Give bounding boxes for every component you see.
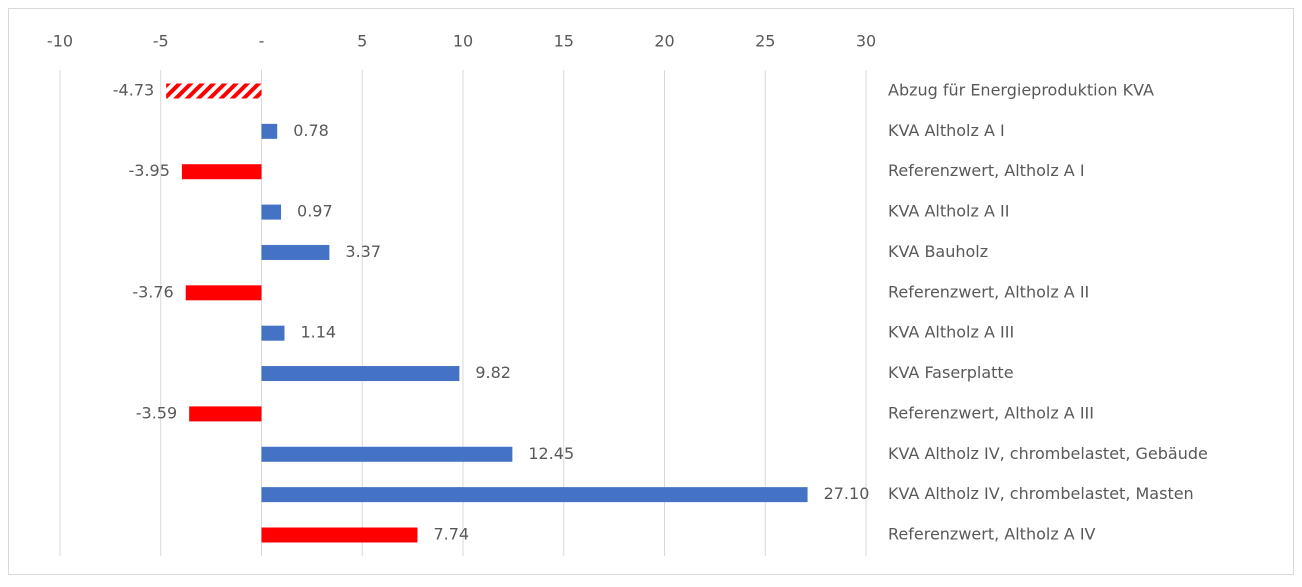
category-label: Referenzwert, Altholz A IV (888, 525, 1096, 544)
x-tick-label: 25 (755, 32, 775, 51)
bar (181, 164, 262, 180)
category-label: KVA Altholz A I (888, 121, 1005, 140)
value-label: -3.95 (129, 161, 170, 180)
value-label: 9.82 (475, 363, 511, 382)
category-label: KVA Altholz A II (888, 202, 1009, 221)
x-tick-label: 30 (856, 32, 876, 51)
bar (261, 446, 513, 462)
category-label: KVA Altholz IV, chrombelastet, Gebäude (888, 444, 1208, 463)
bar (261, 366, 460, 382)
category-label: KVA Faserplatte (888, 363, 1014, 382)
category-label: KVA Bauholz (888, 242, 988, 261)
category-label: Referenzwert, Altholz A III (888, 403, 1094, 422)
value-label: -3.76 (132, 282, 173, 301)
value-label: 12.45 (528, 444, 574, 463)
category-label: Referenzwert, Altholz A I (888, 161, 1085, 180)
bar (185, 285, 262, 301)
x-tick-label: -5 (153, 32, 169, 51)
value-label: 7.74 (433, 525, 469, 544)
bar (261, 527, 418, 543)
value-label: 27.10 (824, 484, 870, 503)
x-tick-label: 20 (654, 32, 674, 51)
value-label: 0.97 (297, 202, 333, 221)
bar (261, 123, 278, 139)
value-label: 3.37 (345, 242, 381, 261)
bar (261, 204, 282, 220)
x-tick-label: 15 (554, 32, 574, 51)
x-tick-label: 10 (453, 32, 473, 51)
x-tick-label: -10 (47, 32, 73, 51)
category-label: KVA Altholz A III (888, 323, 1014, 342)
bar (166, 83, 262, 99)
value-label: -4.73 (113, 81, 154, 100)
value-label: 1.14 (300, 323, 336, 342)
x-tick-label: - (259, 32, 265, 51)
category-label: Abzug für Energieproduktion KVA (888, 81, 1154, 100)
category-label: KVA Altholz IV, chrombelastet, Masten (888, 484, 1194, 503)
category-label: Referenzwert, Altholz A II (888, 282, 1089, 301)
value-label: 0.78 (293, 121, 329, 140)
bar (189, 406, 262, 422)
bar (261, 487, 808, 503)
bar (261, 244, 330, 260)
x-tick-label: 5 (357, 32, 367, 51)
value-label: -3.59 (136, 403, 177, 422)
bar (261, 325, 285, 341)
